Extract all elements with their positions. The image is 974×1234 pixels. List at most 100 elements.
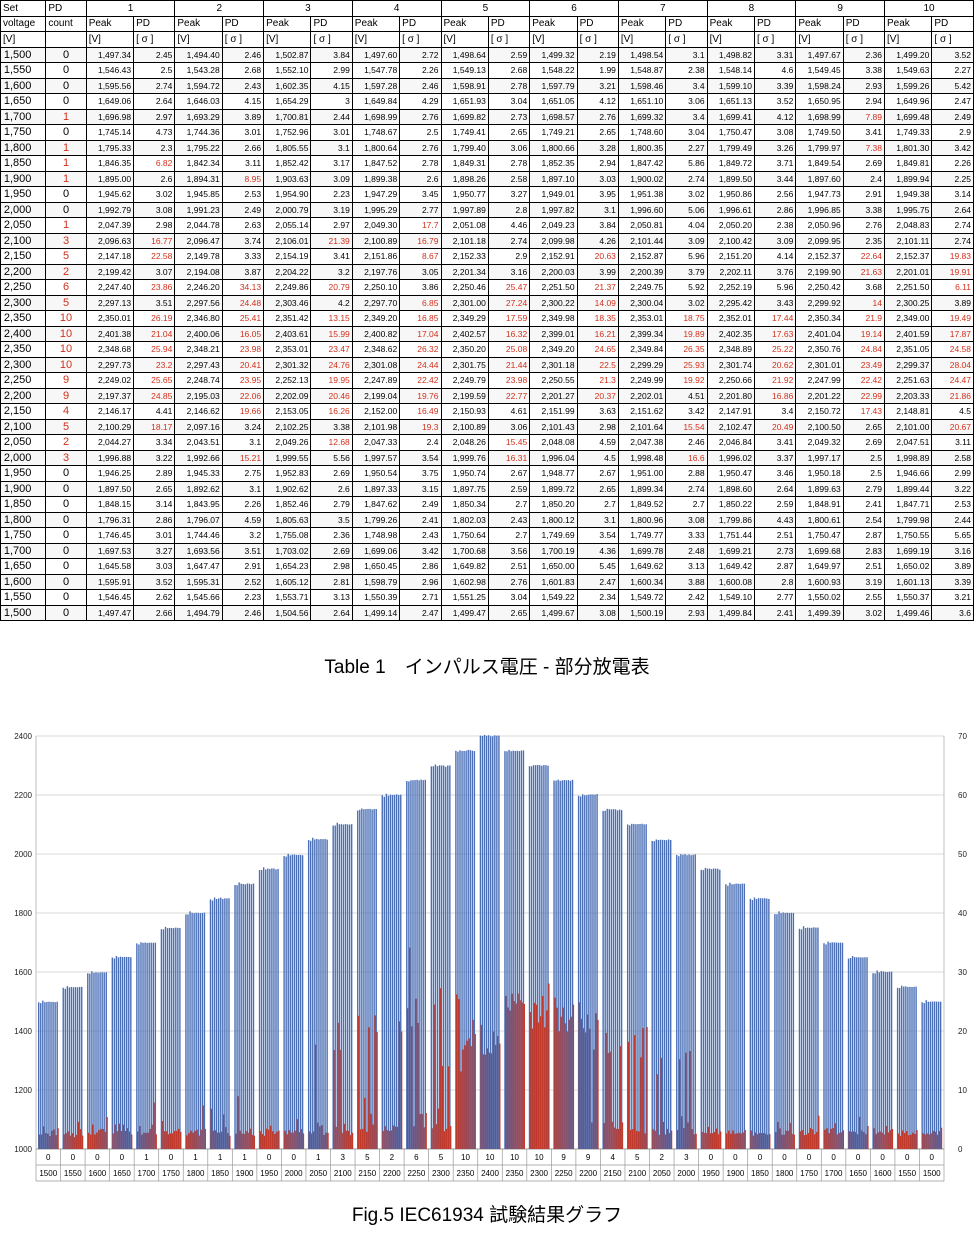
- peak-cell: 1,800.66: [529, 139, 578, 156]
- pd-cell: 24.84: [842, 341, 886, 358]
- pd-bar: [811, 1129, 814, 1149]
- pd-cell: 20.37: [576, 387, 619, 404]
- pd-bar: [192, 1132, 194, 1149]
- peak-bar: [653, 841, 655, 1149]
- pd-bar: [100, 1128, 102, 1149]
- pd-cell: 3.44: [753, 170, 797, 187]
- pd-cell: 2.35: [842, 232, 886, 249]
- pd-cell: 3.16: [931, 542, 974, 559]
- pd-bar: [245, 1131, 247, 1149]
- pd-cell: 2.49: [931, 108, 974, 125]
- peak-cell: 2,043.51: [174, 434, 223, 451]
- peak-bar: [314, 839, 316, 1149]
- peak-cell: 2,197.76: [351, 263, 401, 280]
- peak-cell: 1,999.76: [440, 449, 489, 466]
- pd-cell: 2.27: [931, 62, 974, 79]
- pd-cell: 2.6: [133, 170, 176, 187]
- peak-cell: 2,051.08: [440, 217, 489, 234]
- peak-cell: 2,349.84: [617, 341, 667, 358]
- peak-cell: 2,146.62: [174, 403, 223, 420]
- peak-cell: 1,595.91: [85, 573, 135, 590]
- peak-bar: [473, 751, 476, 1149]
- voltage-category-label: 2100: [628, 1169, 646, 1178]
- peak-cell: 2,297.56: [174, 294, 223, 311]
- table-row: 1,750 0 1,746.45 3.01 1,744.46 3.2 1,755.08 2.3…: [0, 527, 974, 544]
- peak-bar: [532, 765, 535, 1149]
- peak-bar: [665, 840, 668, 1149]
- peak-cell: 1,499.67: [529, 604, 578, 621]
- pd-count-cell: 0: [45, 496, 87, 513]
- peak-bar: [363, 809, 365, 1149]
- pd-bar: [595, 1013, 597, 1149]
- pd-cell: 21.04: [133, 325, 176, 342]
- peak-cell: 1,995.29: [351, 201, 401, 218]
- header-peak-unit: [V]: [795, 31, 844, 48]
- peak-cell: 2,048.08: [529, 434, 578, 451]
- pd-count-cell: 0: [45, 46, 87, 63]
- pd-bar: [627, 1041, 630, 1149]
- peak-cell: 1,552.10: [263, 62, 312, 79]
- peak-bar: [193, 913, 195, 1149]
- pd-cell: 2.74: [665, 170, 708, 187]
- peak-bar: [849, 957, 852, 1149]
- peak-cell: 1,499.32: [529, 46, 578, 63]
- pd-cell: 2.34: [576, 589, 619, 606]
- pd-bar: [343, 1123, 345, 1149]
- peak-bar: [130, 957, 132, 1149]
- pd-bar: [45, 1132, 47, 1149]
- peak-bar: [336, 822, 338, 1149]
- pd-cell: 2.52: [221, 573, 265, 590]
- peak-bar: [913, 986, 915, 1149]
- table-row: 2,250 9 2,249.02 25.65 2,248.74 23.95 2,252.13…: [0, 372, 974, 389]
- pd-bar: [411, 1026, 413, 1149]
- pd-bar: [640, 1057, 642, 1149]
- peak-bar: [804, 928, 807, 1149]
- peak-bar: [594, 794, 596, 1149]
- peak-bar: [909, 986, 911, 1149]
- pd-cell: 5.86: [665, 155, 708, 172]
- pd-cell: 2.47: [399, 604, 442, 621]
- pd-cell: 3.89: [931, 558, 974, 575]
- pd-cell: 2.44: [310, 108, 353, 125]
- peak-bar: [44, 1002, 46, 1149]
- pd-bar: [791, 1134, 793, 1149]
- pd-bar: [783, 1134, 785, 1149]
- peak-bar: [694, 854, 696, 1149]
- pd-cell: 3.43: [753, 294, 797, 311]
- pd-bar: [139, 1126, 141, 1149]
- peak-cell: 1,497.67: [795, 46, 844, 63]
- peak-bar: [144, 942, 146, 1149]
- pd-bar: [71, 1133, 73, 1149]
- pd-bar: [717, 1134, 720, 1149]
- pd-bar: [112, 1133, 114, 1149]
- pd-count-cell: 5: [45, 248, 87, 265]
- table-row: 2,250 6 2,247.40 23.86 2,246.20 34.13 2,249.86…: [0, 279, 974, 296]
- peak-cell: 1,699.68: [795, 542, 844, 559]
- peak-bar: [389, 794, 392, 1149]
- peak-bar: [557, 779, 559, 1149]
- peak-cell: 1,497.60: [351, 46, 401, 63]
- pd-cell: 5.45: [576, 558, 619, 575]
- pd-cell: 3.87: [221, 263, 265, 280]
- pd-cell: 24.76: [310, 356, 353, 373]
- peak-cell: 1,698.57: [529, 108, 578, 125]
- peak-bar: [925, 1000, 927, 1149]
- peak-bar: [586, 795, 588, 1149]
- pd-cell: 2.4: [842, 170, 886, 187]
- pd-bar: [276, 1131, 278, 1149]
- pd-cell: 2.96: [399, 573, 442, 590]
- peak-bar: [103, 972, 105, 1149]
- pd-bar: [431, 1128, 433, 1149]
- pd-bar: [593, 1049, 595, 1149]
- peak-bar: [555, 780, 557, 1149]
- pd-cell: 2.98: [576, 418, 619, 435]
- peak-cell: 1,649.06: [85, 93, 135, 110]
- peak-cell: 1,950.18: [795, 465, 844, 482]
- pd-cell: 3.02: [133, 186, 176, 203]
- peak-bar: [929, 1001, 932, 1149]
- voltage-category-label: 2200: [579, 1169, 597, 1178]
- peak-cell: 2,299.37: [884, 356, 933, 373]
- peak-cell: 1,899.72: [529, 480, 578, 497]
- pd-bar: [938, 1131, 941, 1149]
- pd-bar: [474, 1034, 476, 1149]
